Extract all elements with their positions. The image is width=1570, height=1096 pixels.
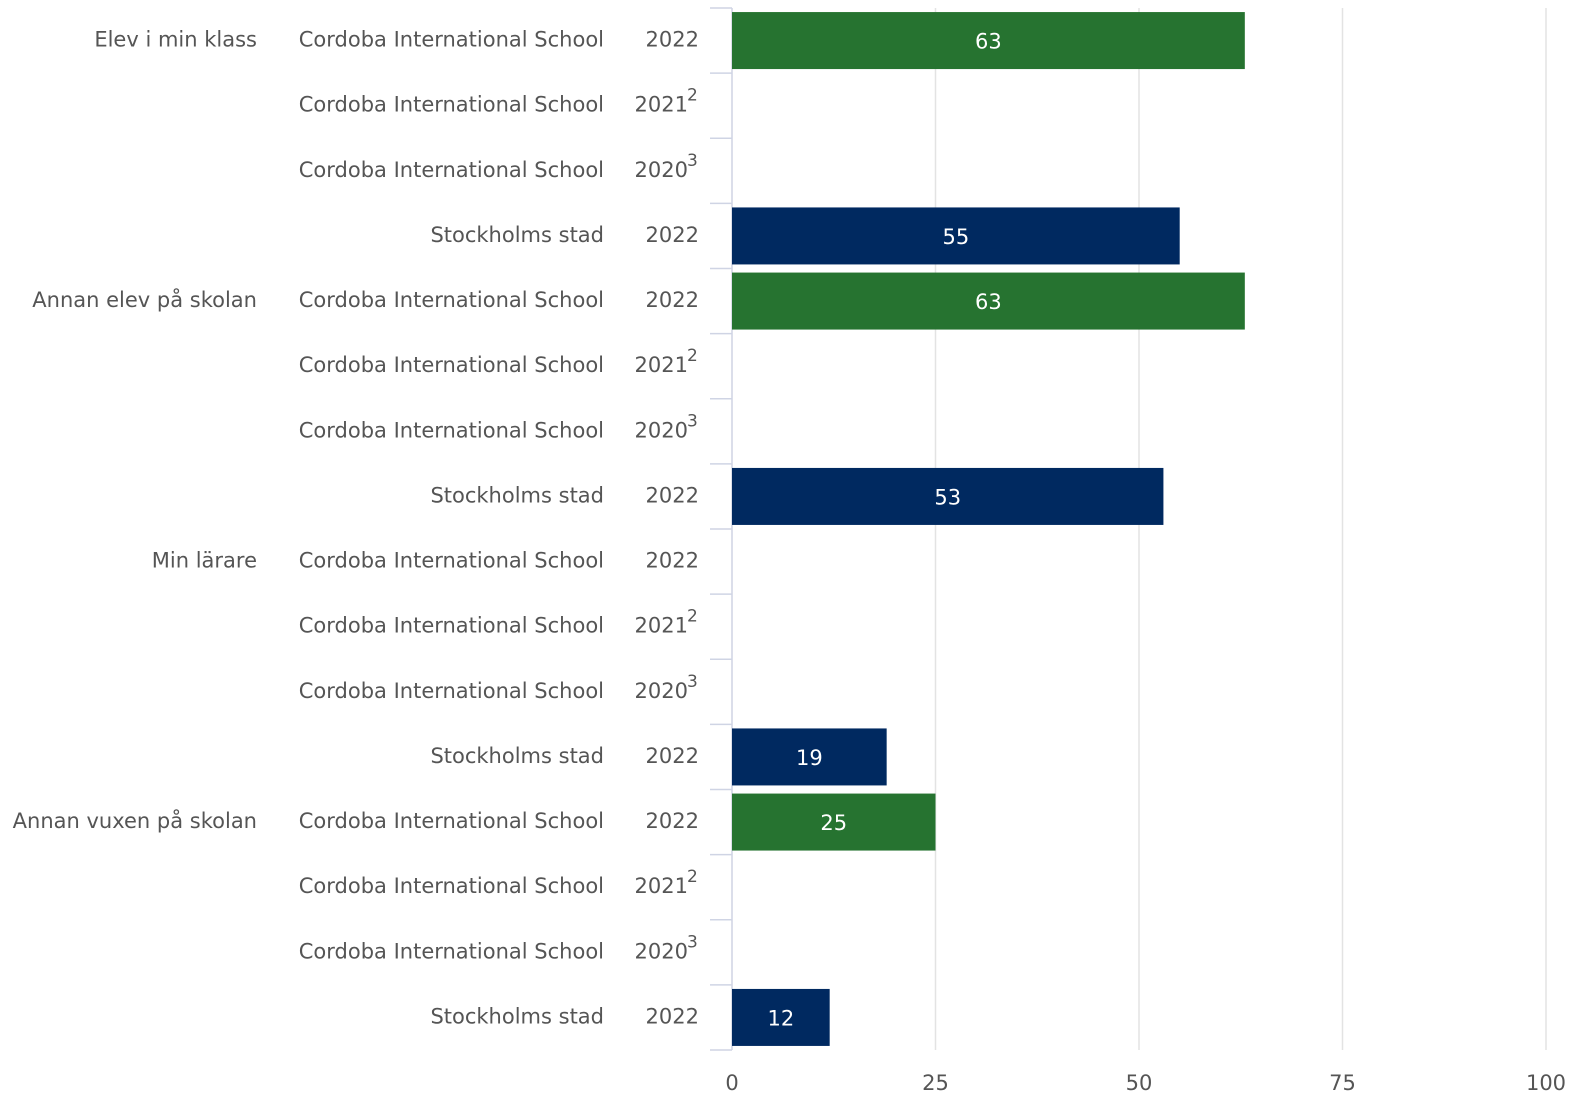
category-label: Cordoba International School [299,288,604,312]
year-label: 2022 [646,28,699,52]
group-label: Annan elev på skolan [32,287,257,312]
year-label: 2022 [646,223,699,247]
value-label: 55 [942,225,969,249]
year-label: 2021 [635,353,688,377]
year-note: 3 [687,151,698,171]
value-label: 63 [975,30,1002,54]
year-note: 2 [687,86,698,106]
category-label: Cordoba International School [299,614,604,638]
bar [732,793,936,851]
category-label: Stockholms stad [430,223,604,247]
year-label: 2022 [646,744,699,768]
year-label: 2022 [646,1004,699,1028]
x-tick-label: 50 [1126,1071,1153,1095]
bar [732,728,887,786]
year-note: 2 [687,607,698,627]
year-label: 2020 [635,939,688,963]
category-label: Cordoba International School [299,28,604,52]
x-tick-label: 0 [725,1071,738,1095]
category-label: Cordoba International School [299,549,604,573]
year-label: 2020 [635,679,688,703]
year-note: 2 [687,346,698,366]
bar [732,12,1245,70]
year-label: 2020 [635,158,688,182]
year-note: 3 [687,932,698,952]
group-label: Min lärare [152,549,257,573]
year-label: 2022 [646,809,699,833]
x-tick-label: 25 [922,1071,949,1095]
year-label: 2021 [635,614,688,638]
category-label: Cordoba International School [299,158,604,182]
category-label: Cordoba International School [299,93,604,117]
value-label: 19 [796,746,823,770]
bar [732,988,830,1046]
year-note: 3 [687,672,698,692]
bar [732,467,1164,525]
category-label: Cordoba International School [299,679,604,703]
bar [732,272,1245,330]
category-label: Cordoba International School [299,418,604,442]
year-label: 2022 [646,549,699,573]
value-label: 25 [820,811,847,835]
category-label: Stockholms stad [430,1004,604,1028]
year-label: 2022 [646,288,699,312]
category-label: Cordoba International School [299,939,604,963]
bar [732,207,1180,265]
year-label: 2021 [635,874,688,898]
year-label: 2022 [646,483,699,507]
category-label: Cordoba International School [299,809,604,833]
year-label: 2021 [635,93,688,117]
year-note: 2 [687,867,698,887]
value-label: 63 [975,290,1002,314]
category-label: Stockholms stad [430,744,604,768]
group-label: Elev i min klass [94,28,257,52]
x-tick-label: 75 [1329,1071,1356,1095]
category-label: Cordoba International School [299,353,604,377]
x-tick-label: 100 [1526,1071,1566,1095]
category-label: Stockholms stad [430,483,604,507]
value-label: 12 [767,1006,794,1030]
category-label: Cordoba International School [299,874,604,898]
group-label: Annan vuxen på skolan [13,808,257,833]
value-label: 53 [934,485,961,509]
year-note: 3 [687,411,698,431]
year-label: 2020 [635,418,688,442]
